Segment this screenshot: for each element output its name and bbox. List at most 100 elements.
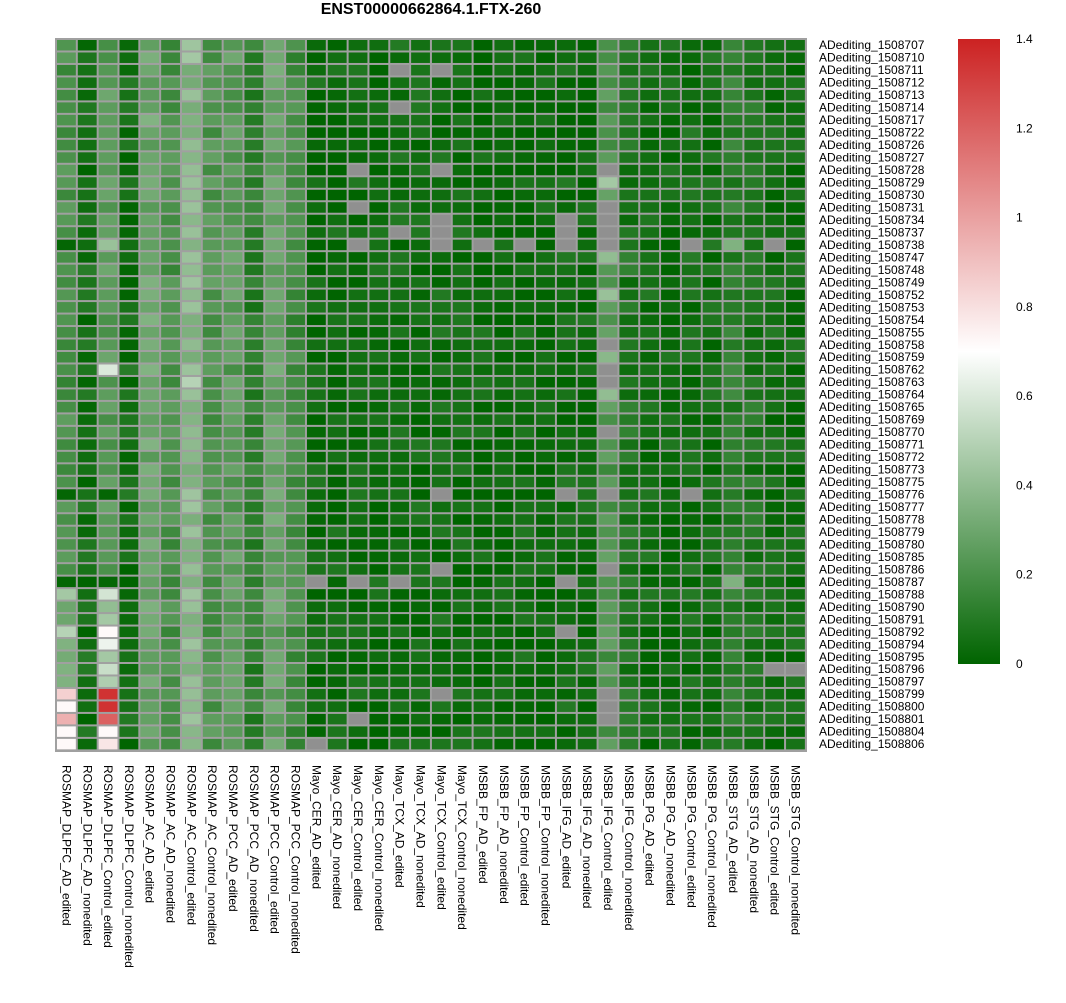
heatmap-cell <box>265 214 285 226</box>
heatmap-cell <box>119 127 139 138</box>
heatmap-cell <box>452 102 472 113</box>
heatmap-cell <box>577 589 597 600</box>
row-label: ADediting_1508755 <box>819 325 925 339</box>
heatmap-cell <box>348 127 368 138</box>
heatmap-cell <box>702 89 722 101</box>
heatmap-cell <box>619 364 639 375</box>
heatmap-cell <box>577 252 597 263</box>
heatmap-cell <box>327 576 347 588</box>
heatmap-cell <box>577 327 597 338</box>
heatmap-cell <box>223 651 243 662</box>
heatmap-cell <box>702 414 722 425</box>
heatmap-cell <box>286 664 305 675</box>
heatmap-cell <box>181 102 201 113</box>
heatmap-cell <box>57 514 76 525</box>
heatmap-cell <box>640 501 660 513</box>
heatmap-cell <box>140 601 160 613</box>
heatmap-cell <box>140 651 160 662</box>
heatmap-cell <box>494 551 514 563</box>
heatmap-cell <box>744 164 764 176</box>
heatmap-cell <box>536 551 555 563</box>
heatmap-cell <box>348 314 368 326</box>
heatmap-cell <box>577 414 597 425</box>
heatmap-cell <box>452 651 472 662</box>
heatmap-cell <box>181 651 201 662</box>
row-label: ADediting_1508713 <box>819 88 925 102</box>
heatmap-cell <box>77 352 97 363</box>
heatmap-cell <box>181 539 201 550</box>
heatmap-cell <box>556 127 576 138</box>
heatmap-cell <box>619 239 639 251</box>
heatmap-cell <box>327 277 347 288</box>
row-label: ADediting_1508711 <box>819 63 924 77</box>
heatmap-cell <box>786 576 805 588</box>
heatmap-cell <box>98 551 118 563</box>
heatmap-cell <box>702 277 722 288</box>
heatmap-cell <box>140 364 160 375</box>
heatmap-cell <box>306 701 326 712</box>
heatmap-cell <box>765 501 785 513</box>
heatmap-cell <box>306 114 326 126</box>
heatmap-cell <box>702 651 722 662</box>
heatmap-cell <box>556 451 576 463</box>
heatmap-cell <box>536 426 555 438</box>
heatmap-cell <box>661 127 680 138</box>
heatmap-cell <box>77 639 97 650</box>
heatmap-cell <box>744 376 764 388</box>
heatmap-cell <box>556 177 576 188</box>
heatmap-cell <box>702 451 722 463</box>
column-label: ROSMAP_PCC_Control_nonedited <box>289 765 303 954</box>
heatmap-cell <box>98 688 118 700</box>
heatmap-cell <box>411 476 430 488</box>
heatmap-cell <box>181 713 201 725</box>
heatmap-cell <box>286 139 305 151</box>
heatmap-cell <box>161 726 180 737</box>
heatmap-cell <box>411 302 430 313</box>
heatmap-cell <box>452 589 472 600</box>
heatmap-cell <box>786 164 805 176</box>
heatmap-cell <box>140 414 160 425</box>
heatmap-cell <box>327 451 347 463</box>
heatmap-cell <box>327 414 347 425</box>
heatmap-cell <box>744 589 764 600</box>
heatmap-cell <box>494 539 514 550</box>
heatmap-cell <box>494 264 514 276</box>
heatmap-cell <box>744 364 764 375</box>
heatmap-cell <box>411 439 430 450</box>
heatmap-cell <box>327 264 347 276</box>
heatmap-cell <box>244 102 264 113</box>
heatmap-cell <box>98 614 118 625</box>
heatmap-cell <box>57 614 76 625</box>
heatmap-cell <box>640 339 660 350</box>
heatmap-cell <box>223 252 243 263</box>
heatmap-cell <box>556 164 576 176</box>
heatmap-cell <box>640 451 660 463</box>
heatmap-cell <box>681 713 701 725</box>
heatmap-cell <box>286 89 305 101</box>
column-label: Mayo_TCX_AD_nonedited <box>414 765 428 908</box>
heatmap-cell <box>786 89 805 101</box>
heatmap-cell <box>473 339 493 350</box>
heatmap-cell <box>98 114 118 126</box>
heatmap-cell <box>265 164 285 176</box>
heatmap-cell <box>327 401 347 413</box>
heatmap-cell <box>536 651 555 662</box>
row-label: ADediting_1508752 <box>819 288 925 302</box>
heatmap-cell <box>161 564 180 575</box>
heatmap-cell <box>515 327 535 338</box>
heatmap-cell <box>244 738 264 750</box>
heatmap-cell <box>661 164 680 176</box>
heatmap-cell <box>265 376 285 388</box>
heatmap-cell <box>244 688 264 700</box>
heatmap-cell <box>119 514 139 525</box>
heatmap-cell <box>411 77 430 88</box>
heatmap-cell <box>223 289 243 301</box>
column-label: MSBB_FP_AD_edited <box>476 765 490 884</box>
heatmap-cell <box>161 639 180 650</box>
heatmap-cell <box>57 152 76 163</box>
column-label: MSBB_PG_AD_nonedited <box>663 765 677 906</box>
heatmap-cell <box>369 713 389 725</box>
heatmap-cell <box>431 664 451 675</box>
heatmap-cell <box>744 352 764 363</box>
heatmap-cell <box>431 726 451 737</box>
